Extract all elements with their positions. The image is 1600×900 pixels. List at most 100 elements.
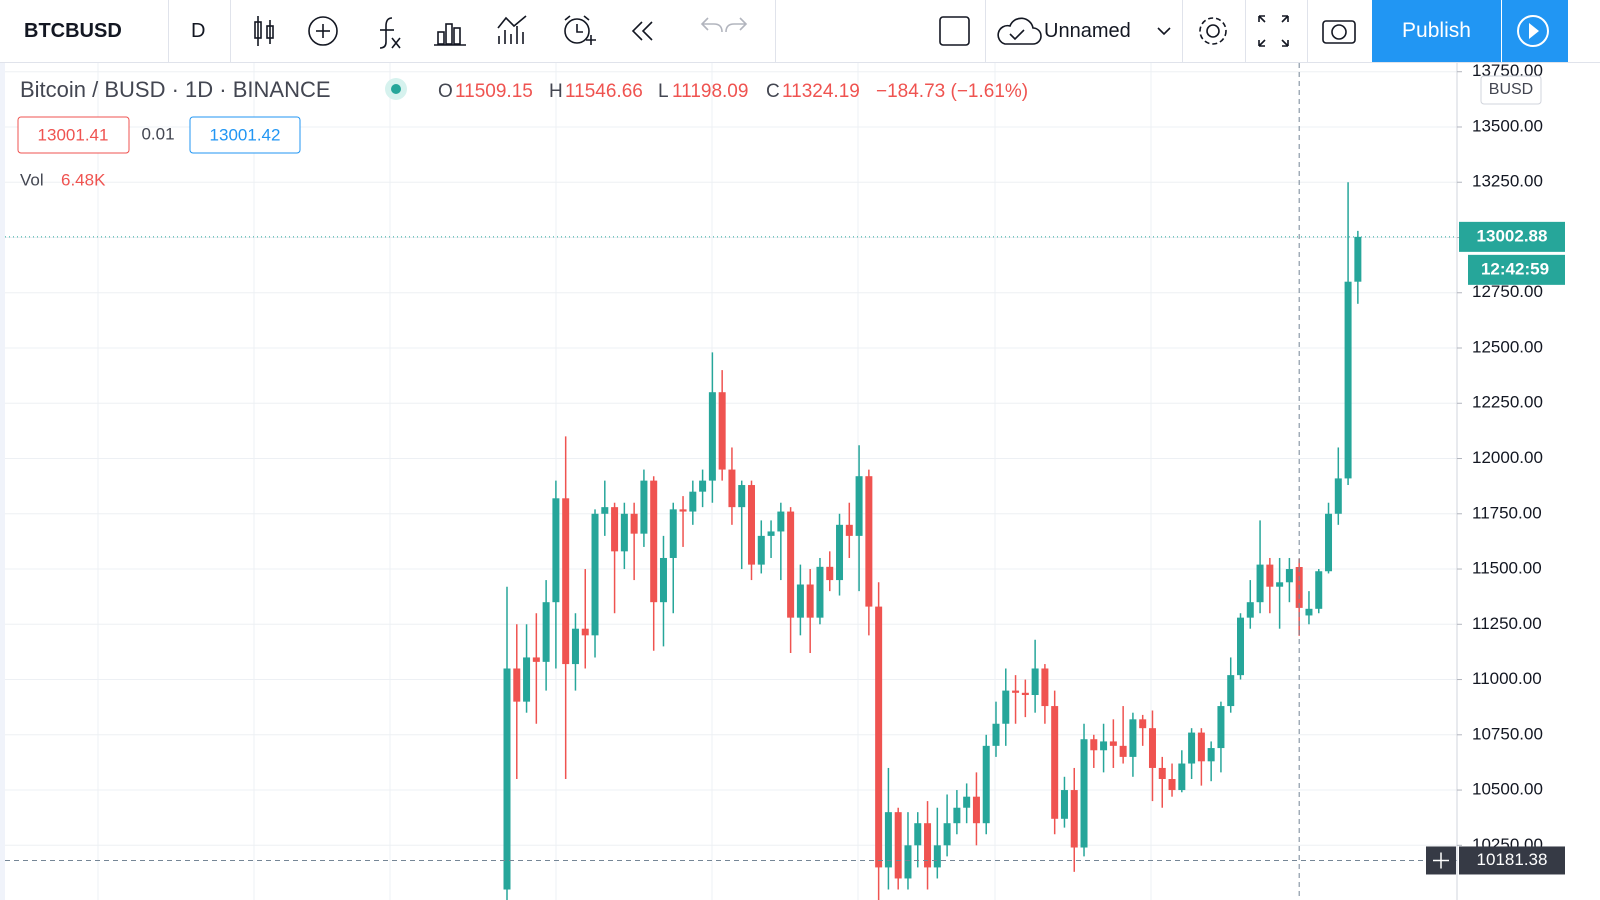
crosshair-price-tag <box>1459 846 1565 875</box>
candle-body <box>640 480 648 534</box>
interval[interactable]: D <box>191 20 206 42</box>
candle-body <box>963 796 971 808</box>
candle-body <box>1168 779 1176 791</box>
candle-body <box>581 628 589 636</box>
symbol[interactable]: BTCBUSD <box>24 20 122 42</box>
candle-body <box>933 845 941 868</box>
candle-body <box>748 485 755 565</box>
candle-body <box>1237 617 1244 676</box>
y-tick-label: 12500.00 <box>1472 337 1543 356</box>
publish-button[interactable]: Publish <box>1372 0 1501 62</box>
candle-body <box>1334 478 1342 514</box>
candle-body <box>513 668 521 702</box>
candle-body <box>611 507 619 552</box>
y-tick-label: 12000.00 <box>1472 448 1543 467</box>
y-tick-label: 13250.00 <box>1472 172 1543 191</box>
candle-body <box>1090 739 1098 751</box>
candle-body <box>562 498 570 665</box>
candle-body <box>1100 741 1108 751</box>
candle-body <box>1266 564 1274 587</box>
candle-body <box>904 845 912 879</box>
candle-body <box>699 480 707 492</box>
last-price-tag <box>1459 221 1565 252</box>
y-tick-label: 11750.00 <box>1472 503 1542 522</box>
candle-body <box>943 823 951 846</box>
toolbar: BTCBUSD D Unnamed Publish <box>0 0 1600 63</box>
candle-body <box>1148 728 1156 768</box>
y-tick-label: 10750.00 <box>1472 724 1543 743</box>
candle-body <box>1276 582 1284 587</box>
candle-body <box>865 476 873 607</box>
price-axis <box>1458 63 1600 900</box>
candle-body <box>1285 569 1293 583</box>
candle-body <box>1217 706 1225 749</box>
ask-price[interactable]: 13001.42 <box>210 125 281 144</box>
candle-body <box>1256 564 1264 603</box>
y-tick-label: 11000.00 <box>1472 669 1542 688</box>
candle-body <box>1139 719 1147 729</box>
candle-body <box>601 507 609 514</box>
toolbar-right-icons[interactable] <box>930 0 1370 62</box>
countdown: 12:42:59 <box>1481 259 1549 278</box>
candle-body <box>1080 739 1088 848</box>
close-value: 11324.19 <box>782 81 860 102</box>
candle-body <box>836 524 844 581</box>
candle-body <box>1158 767 1166 780</box>
high-letter: H <box>549 81 563 102</box>
candle-body <box>953 807 961 824</box>
candle-body <box>532 657 540 662</box>
open-letter: O <box>438 81 453 102</box>
candle-body <box>875 606 883 868</box>
candle-body <box>503 668 511 890</box>
low-letter: L <box>658 81 669 102</box>
replay-button[interactable] <box>1502 0 1568 62</box>
toolbar-icons[interactable] <box>240 0 780 62</box>
candle-body <box>806 584 814 618</box>
candle-body <box>1051 706 1059 819</box>
crosshair-price: 10181.38 <box>1477 850 1548 869</box>
candle-body <box>620 513 628 552</box>
candle-body <box>982 745 990 824</box>
candle-body <box>972 796 980 824</box>
candle-body <box>1031 668 1039 696</box>
candle-body <box>855 476 863 536</box>
candle-body <box>1012 690 1020 693</box>
candle-body <box>728 469 736 508</box>
layout-name[interactable]: Unnamed <box>1044 20 1131 42</box>
candle-body <box>1354 236 1362 282</box>
candle-body <box>796 584 804 618</box>
candle-body <box>689 491 697 512</box>
candle-body <box>1305 608 1313 616</box>
candle-body <box>1325 513 1333 572</box>
y-tick-label: 11500.00 <box>1472 559 1542 578</box>
y-tick-label: 13500.00 <box>1472 116 1543 135</box>
low-value: 11198.09 <box>672 81 748 102</box>
candle-body <box>777 511 785 532</box>
candle-body <box>894 812 902 879</box>
candle-body <box>1119 745 1127 757</box>
candle-body <box>669 509 677 558</box>
candle-body <box>1344 281 1352 479</box>
candle-body <box>552 498 560 603</box>
y-tick-label: 12250.00 <box>1472 393 1543 412</box>
candle-body <box>826 566 834 581</box>
candle-body <box>1021 692 1029 696</box>
candle-body <box>679 509 687 512</box>
y-tick-label: 12750.00 <box>1472 282 1543 301</box>
candle-body <box>523 657 531 702</box>
candle-body <box>571 628 579 665</box>
candle-body <box>767 531 775 536</box>
close-letter: C <box>766 81 780 102</box>
candle-body <box>542 602 550 662</box>
bid-price[interactable]: 13001.41 <box>38 125 109 144</box>
change: −184.73 (−1.61%) <box>876 81 1028 102</box>
candle-body <box>1227 675 1235 707</box>
candle-body <box>845 524 853 536</box>
candle-body <box>1002 690 1010 724</box>
candle-body <box>1246 602 1254 618</box>
candle-body <box>1109 741 1117 746</box>
candle-body <box>914 823 922 846</box>
candle-body <box>659 557 667 603</box>
volume-value: 6.48K <box>61 170 106 189</box>
candle-body <box>1207 748 1215 762</box>
